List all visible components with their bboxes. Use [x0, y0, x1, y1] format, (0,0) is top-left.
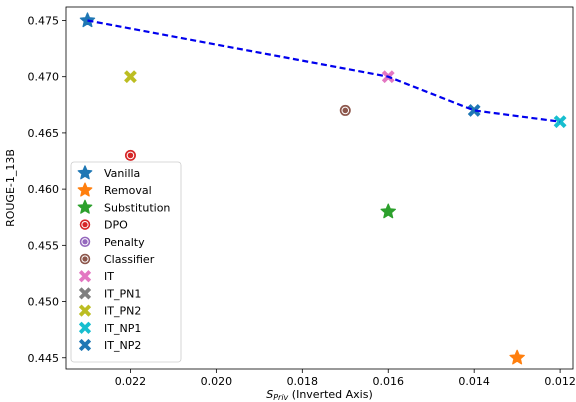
y-tick-label: 0.445: [28, 352, 60, 365]
data-point: [380, 203, 396, 219]
legend-marker: [77, 199, 93, 214]
legend-entry: IT_NP2: [79, 339, 141, 352]
legend-marker: [79, 253, 91, 265]
data-point: [339, 104, 351, 116]
data-point: [124, 149, 136, 161]
legend-entry: Substitution: [77, 199, 170, 214]
legend-label: Penalty: [104, 236, 145, 249]
legend-marker: [79, 321, 91, 334]
legend-marker: [77, 165, 93, 180]
legend-marker: [77, 182, 93, 197]
legend-entry: IT_PN2: [79, 304, 141, 318]
legend-entry: IT: [79, 270, 114, 283]
x-tick-label: 0.022: [115, 375, 147, 388]
legend-label: IT_PN1: [104, 287, 141, 300]
x-tick-label: 0.014: [458, 375, 490, 388]
x-axis-label-main: S: [266, 388, 273, 401]
data-point: [467, 104, 481, 117]
legend-box: [70, 161, 182, 363]
y-tick-label: 0.455: [28, 239, 60, 252]
x-axis-ticks: 0.022 0.020 0.018 0.016 0.014 0.012: [115, 369, 576, 388]
legend: Vanilla Removal Substitution DPO Penalty Clas…: [70, 161, 182, 363]
data-point: [124, 70, 137, 83]
y-axis-ticks: 0.445 0.450 0.455 0.460 0.465 0.470 0.475: [28, 14, 66, 365]
legend-entry: Removal: [77, 182, 152, 197]
legend-label: IT_PN2: [104, 305, 141, 318]
legend-label: Removal: [104, 184, 152, 197]
y-tick-label: 0.470: [28, 71, 60, 84]
legend-entry: IT_PN1: [79, 287, 141, 300]
legend-entry: Vanilla: [77, 165, 140, 180]
legend-marker: [79, 287, 91, 300]
legend-marker: [79, 304, 91, 317]
y-tick-label: 0.460: [28, 183, 60, 196]
data-point: [79, 12, 96, 28]
legend-label: IT_NP2: [104, 339, 141, 352]
x-tick-label: 0.012: [544, 375, 576, 388]
legend-label: DPO: [104, 219, 128, 232]
x-axis-label: SPriv (Inverted Axis): [266, 388, 373, 402]
legend-entry: IT_NP1: [79, 322, 141, 335]
x-tick-label: 0.016: [372, 375, 404, 388]
legend-label: IT: [104, 270, 114, 283]
legend-entry: Penalty: [79, 236, 145, 249]
axes-frame: [65, 6, 574, 370]
x-tick-label: 0.018: [287, 375, 319, 388]
legend-marker: [79, 270, 91, 283]
y-tick-label: 0.450: [28, 296, 60, 309]
legend-marker: [79, 219, 91, 230]
data-point: [509, 349, 525, 365]
legend-label: Substitution: [104, 201, 170, 214]
frontier-line: [87, 19, 561, 123]
legend-label: Vanilla: [104, 167, 140, 180]
y-tick-label: 0.475: [28, 14, 60, 27]
legend-label: IT_NP1: [104, 322, 141, 335]
x-tick-label: 0.020: [201, 375, 233, 388]
legend-entry: Classifier: [79, 253, 155, 266]
legend-label: Classifier: [104, 253, 155, 266]
legend-marker: [79, 236, 91, 248]
x-axis-label-suffix: (Inverted Axis): [288, 388, 372, 401]
legend-marker: [79, 339, 91, 351]
y-axis-label: ROUGE-1_13B: [4, 149, 17, 227]
x-axis-label-sub: Priv: [273, 393, 288, 402]
y-tick-label: 0.465: [28, 127, 60, 140]
legend-entry: DPO: [79, 219, 128, 232]
